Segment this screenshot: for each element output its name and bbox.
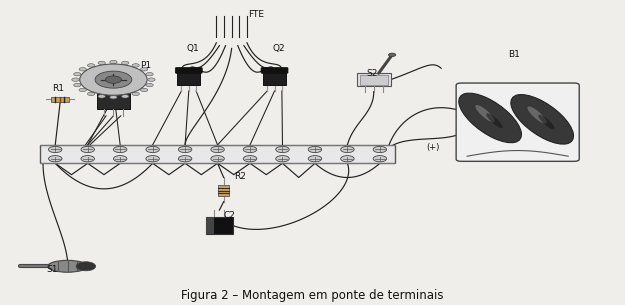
Circle shape xyxy=(110,95,117,99)
Circle shape xyxy=(114,146,127,152)
Circle shape xyxy=(141,88,148,92)
Circle shape xyxy=(80,64,147,95)
Circle shape xyxy=(146,156,159,162)
Circle shape xyxy=(114,156,127,162)
Circle shape xyxy=(146,83,153,87)
Text: P1: P1 xyxy=(140,61,151,70)
Text: R2: R2 xyxy=(234,172,246,181)
Circle shape xyxy=(146,146,159,152)
Text: S2: S2 xyxy=(366,70,378,78)
Ellipse shape xyxy=(511,95,574,144)
Circle shape xyxy=(81,156,94,162)
Ellipse shape xyxy=(486,113,502,128)
Circle shape xyxy=(211,156,224,162)
Circle shape xyxy=(95,71,132,88)
Ellipse shape xyxy=(48,260,88,272)
Bar xyxy=(206,217,233,234)
Circle shape xyxy=(79,68,86,71)
Text: Figura 2 – Montagem em ponte de terminais: Figura 2 – Montagem em ponte de terminai… xyxy=(181,289,444,302)
Circle shape xyxy=(341,146,354,152)
Text: Q1: Q1 xyxy=(187,44,200,53)
Text: FTE: FTE xyxy=(248,10,264,20)
Circle shape xyxy=(211,146,224,152)
Ellipse shape xyxy=(459,93,521,143)
Circle shape xyxy=(341,156,354,162)
Circle shape xyxy=(49,156,62,162)
Text: S1: S1 xyxy=(46,265,58,274)
Circle shape xyxy=(276,156,289,162)
Circle shape xyxy=(243,156,257,162)
Circle shape xyxy=(146,73,153,76)
Circle shape xyxy=(308,156,322,162)
Circle shape xyxy=(276,146,289,152)
Bar xyxy=(51,97,69,102)
Bar xyxy=(357,73,391,86)
Bar xyxy=(360,75,388,84)
Circle shape xyxy=(243,146,257,152)
Circle shape xyxy=(141,68,148,71)
Text: Q2: Q2 xyxy=(272,44,285,53)
Text: B1: B1 xyxy=(509,50,521,59)
Circle shape xyxy=(121,61,129,65)
Ellipse shape xyxy=(538,115,554,129)
Circle shape xyxy=(72,78,79,81)
Circle shape xyxy=(98,61,106,65)
FancyBboxPatch shape xyxy=(456,83,579,161)
Circle shape xyxy=(74,83,81,87)
Circle shape xyxy=(389,53,396,56)
Circle shape xyxy=(79,88,86,92)
Circle shape xyxy=(308,146,322,152)
Circle shape xyxy=(373,156,387,162)
Circle shape xyxy=(373,146,387,152)
Bar xyxy=(97,88,130,109)
Bar xyxy=(263,71,286,85)
Circle shape xyxy=(76,262,96,271)
Bar xyxy=(206,217,214,234)
Text: C2: C2 xyxy=(224,211,236,220)
Circle shape xyxy=(178,146,192,152)
Bar xyxy=(177,71,201,85)
Circle shape xyxy=(88,64,95,67)
Circle shape xyxy=(148,78,155,81)
FancyBboxPatch shape xyxy=(261,67,288,74)
Circle shape xyxy=(178,156,192,162)
Circle shape xyxy=(110,60,117,64)
Circle shape xyxy=(132,64,139,67)
Circle shape xyxy=(121,95,129,98)
Text: R1: R1 xyxy=(52,84,64,93)
Circle shape xyxy=(98,95,106,98)
Bar xyxy=(218,185,229,196)
Circle shape xyxy=(132,92,139,95)
Ellipse shape xyxy=(476,105,494,122)
FancyBboxPatch shape xyxy=(175,67,203,74)
Ellipse shape xyxy=(528,106,547,124)
Circle shape xyxy=(88,92,95,95)
Circle shape xyxy=(74,73,81,76)
Text: (+): (+) xyxy=(426,143,439,152)
Bar xyxy=(40,145,395,163)
Circle shape xyxy=(81,146,94,152)
Circle shape xyxy=(106,76,121,83)
Circle shape xyxy=(49,146,62,152)
